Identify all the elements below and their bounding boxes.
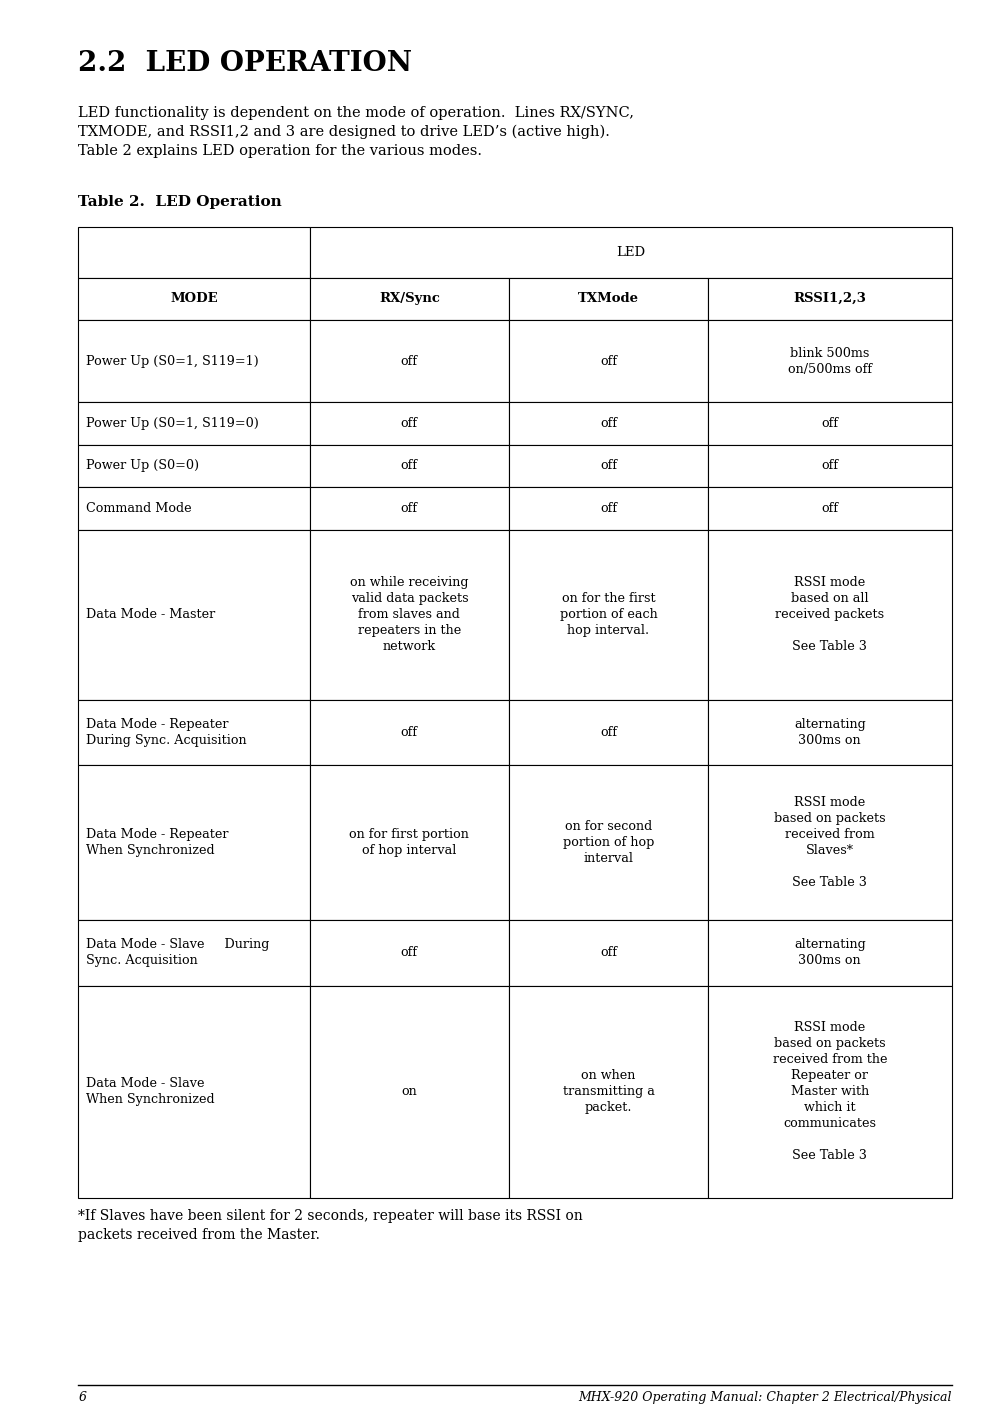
Bar (509, 700, 708, 765)
Text: LED: LED (616, 245, 645, 259)
Text: Command Mode: Command Mode (86, 501, 192, 515)
Text: LED functionality is dependent on the mode of operation.  Lines RX/SYNC,
TXMODE,: LED functionality is dependent on the mo… (78, 106, 635, 157)
Bar (310, 765, 509, 920)
Bar (78, 278, 310, 320)
Bar (78, 445, 310, 487)
Bar (78, 402, 310, 445)
Text: off: off (600, 501, 617, 515)
Text: off: off (821, 501, 839, 515)
Bar (310, 278, 509, 320)
Text: 6: 6 (78, 1391, 86, 1403)
Text: *If Slaves have been silent for 2 seconds, repeater will base its RSSI on
packet: *If Slaves have been silent for 2 second… (78, 1209, 584, 1242)
Bar (708, 320, 952, 402)
Bar (78, 986, 310, 1198)
Bar (78, 487, 310, 530)
Text: off: off (401, 725, 418, 739)
Bar (310, 920, 509, 986)
Bar (310, 227, 952, 278)
Bar (78, 920, 310, 986)
Text: on for second
portion of hop
interval: on for second portion of hop interval (563, 820, 654, 865)
Bar (509, 445, 708, 487)
Bar (78, 700, 310, 765)
Text: MHX-920 Operating Manual: Chapter 2 Electrical/Physical: MHX-920 Operating Manual: Chapter 2 Elec… (578, 1391, 952, 1403)
Bar (509, 920, 708, 986)
Text: TXMode: TXMode (578, 292, 639, 306)
Text: off: off (600, 354, 617, 368)
Bar (78, 320, 310, 402)
Text: on for first portion
of hop interval: on for first portion of hop interval (349, 828, 469, 857)
Text: RSSI mode
based on all
received packets

See Table 3: RSSI mode based on all received packets … (775, 576, 884, 653)
Text: MODE: MODE (171, 292, 218, 306)
Bar (509, 487, 708, 530)
Text: Power Up (S0=0): Power Up (S0=0) (86, 459, 199, 473)
Text: Power Up (S0=1, S119=0): Power Up (S0=1, S119=0) (86, 416, 259, 430)
Bar (708, 986, 952, 1198)
Text: off: off (401, 459, 418, 473)
Text: off: off (401, 354, 418, 368)
Bar (310, 700, 509, 765)
Text: blink 500ms
on/500ms off: blink 500ms on/500ms off (788, 347, 872, 375)
Bar (310, 320, 509, 402)
Bar (78, 530, 310, 700)
Text: off: off (401, 501, 418, 515)
Text: Data Mode - Repeater
When Synchronized: Data Mode - Repeater When Synchronized (86, 828, 229, 857)
Bar (708, 765, 952, 920)
Bar (310, 402, 509, 445)
Bar (78, 765, 310, 920)
Text: off: off (600, 459, 617, 473)
Text: Power Up (S0=1, S119=1): Power Up (S0=1, S119=1) (86, 354, 259, 368)
Text: on when
transmitting a
packet.: on when transmitting a packet. (562, 1069, 654, 1114)
Bar (509, 986, 708, 1198)
Bar (310, 487, 509, 530)
Bar (509, 320, 708, 402)
Bar (708, 487, 952, 530)
Text: off: off (600, 946, 617, 960)
Bar (310, 445, 509, 487)
Bar (78, 227, 310, 278)
Bar (708, 920, 952, 986)
Text: off: off (401, 946, 418, 960)
Text: off: off (821, 459, 839, 473)
Text: RSSI mode
based on packets
received from the
Repeater or
Master with
which it
co: RSSI mode based on packets received from… (772, 1021, 887, 1163)
Bar (310, 986, 509, 1198)
Text: alternating
300ms on: alternating 300ms on (794, 939, 865, 967)
Bar (509, 765, 708, 920)
Text: off: off (600, 725, 617, 739)
Bar (708, 402, 952, 445)
Bar (509, 530, 708, 700)
Text: Data Mode - Slave
When Synchronized: Data Mode - Slave When Synchronized (86, 1078, 215, 1106)
Bar (708, 700, 952, 765)
Text: 2.2  LED OPERATION: 2.2 LED OPERATION (78, 50, 413, 76)
Text: RSSI mode
based on packets
received from
Slaves*

See Table 3: RSSI mode based on packets received from… (774, 796, 886, 889)
Text: Table 2.  LED Operation: Table 2. LED Operation (78, 195, 283, 210)
Text: off: off (821, 416, 839, 430)
Text: on while receiving
valid data packets
from slaves and
repeaters in the
network: on while receiving valid data packets fr… (350, 576, 469, 653)
Text: alternating
300ms on: alternating 300ms on (794, 718, 865, 746)
Text: Data Mode - Slave     During
Sync. Acquisition: Data Mode - Slave During Sync. Acquisiti… (86, 939, 270, 967)
Text: on: on (401, 1085, 417, 1099)
Text: on for the first
portion of each
hop interval.: on for the first portion of each hop int… (559, 592, 657, 637)
Text: RSSI1,2,3: RSSI1,2,3 (794, 292, 866, 306)
Text: off: off (401, 416, 418, 430)
Bar (708, 530, 952, 700)
Bar (509, 278, 708, 320)
Text: off: off (600, 416, 617, 430)
Text: RX/Sync: RX/Sync (379, 292, 439, 306)
Bar (509, 402, 708, 445)
Text: Data Mode - Repeater
During Sync. Acquisition: Data Mode - Repeater During Sync. Acquis… (86, 718, 247, 746)
Text: Data Mode - Master: Data Mode - Master (86, 607, 216, 622)
Bar (310, 530, 509, 700)
Bar (708, 278, 952, 320)
Bar (708, 445, 952, 487)
